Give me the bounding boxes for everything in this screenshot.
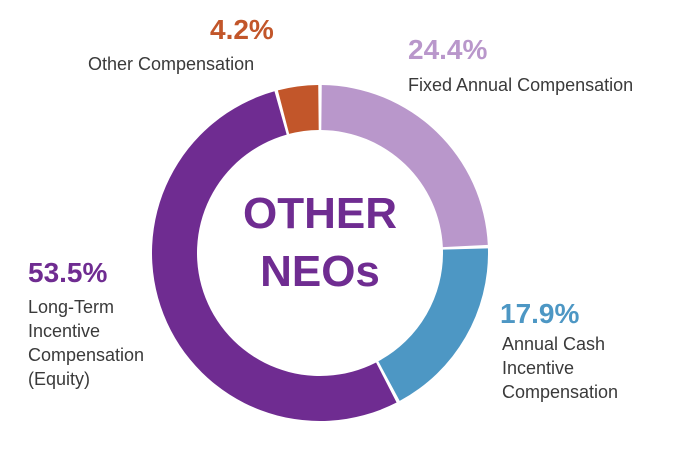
slice-long-term-percent: 53.5% bbox=[28, 257, 108, 288]
slice-fixed-label: Fixed Annual Compensation bbox=[408, 73, 633, 97]
slice-other-label-line: Other Compensation bbox=[88, 54, 255, 74]
slice-annual-cash-label-line: Incentive bbox=[502, 358, 575, 378]
slice-fixed-annual bbox=[321, 85, 488, 248]
slice-fixed-percent: 24.4% bbox=[408, 34, 488, 65]
slice-long-term-label-line: Long-Term bbox=[28, 297, 115, 317]
slice-annual-cash-incentive bbox=[378, 248, 488, 401]
slice-annual-cash-percent: 17.9% bbox=[500, 298, 580, 329]
slice-fixed-label-line: Fixed Annual Compensation bbox=[408, 75, 634, 95]
slice-long-term-incentive bbox=[152, 91, 397, 421]
slice-annual-cash-label: Annual Cash Incentive Compensation bbox=[502, 332, 618, 404]
slice-long-term-label-line: (Equity) bbox=[28, 369, 91, 389]
center-label-line-2: NEOs bbox=[260, 247, 380, 296]
slice-long-term-label-line: Compensation bbox=[28, 345, 145, 365]
slice-annual-cash-label-line: Annual Cash bbox=[502, 334, 606, 354]
slice-other-label: Other Compensation bbox=[88, 52, 254, 76]
center-label-line-1: OTHER bbox=[243, 189, 397, 238]
slice-long-term-label: Long-Term Incentive Compensation (Equity… bbox=[28, 295, 144, 391]
slice-long-term-label-line: Incentive bbox=[28, 321, 101, 341]
slice-annual-cash-label-line: Compensation bbox=[502, 382, 619, 402]
slice-other-compensation bbox=[277, 85, 319, 134]
slice-other-percent: 4.2% bbox=[210, 14, 274, 45]
